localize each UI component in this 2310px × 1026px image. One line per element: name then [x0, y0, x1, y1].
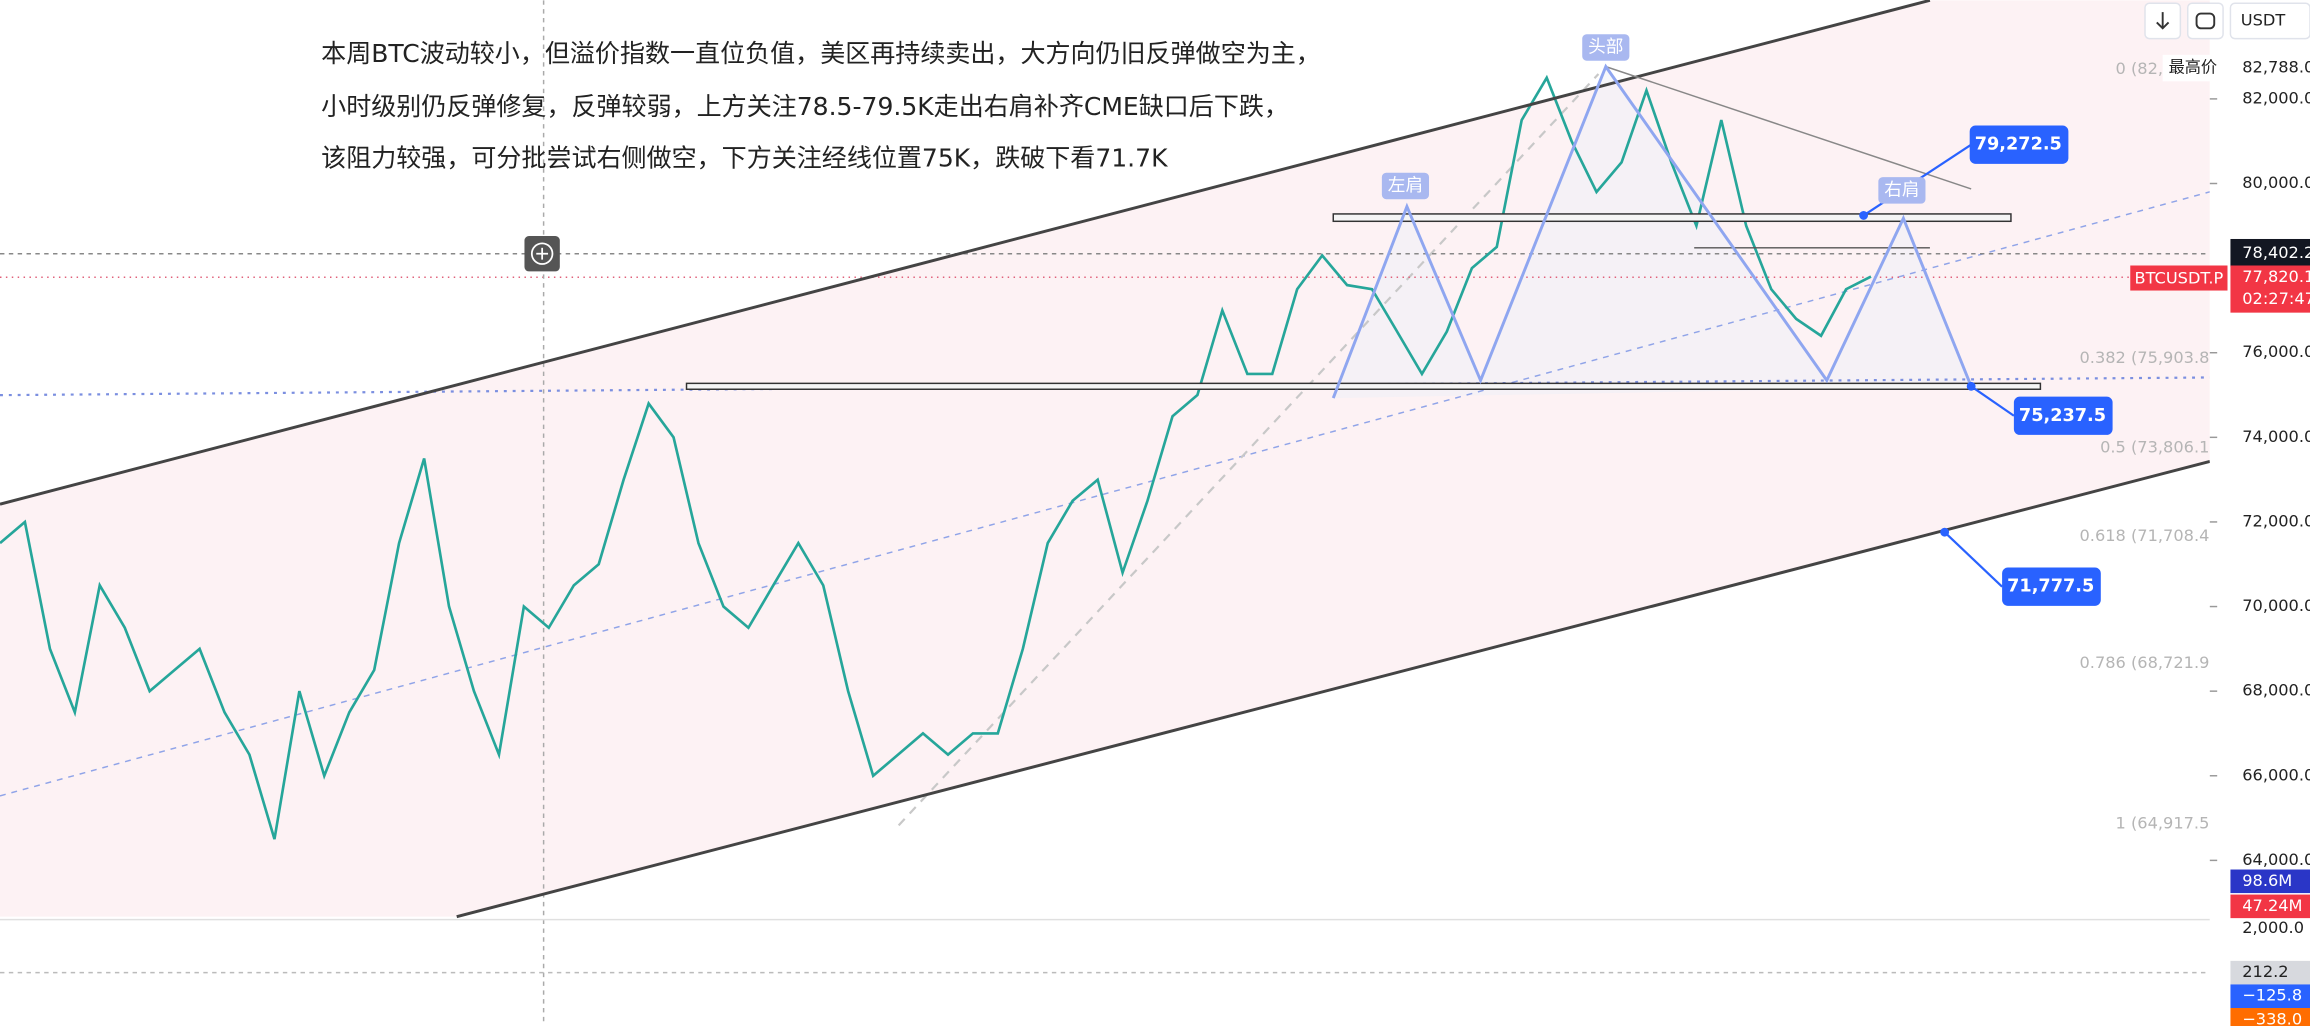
countdown: 02:27:47 [2242, 289, 2310, 308]
pattern-label-box [1381, 172, 1430, 200]
icon [2156, 21, 2170, 30]
channel-lower [456, 460, 2211, 919]
high-value: 82,788.0 [2242, 58, 2310, 77]
symbol-box [2130, 265, 2228, 291]
callout: 75,237.5 [2019, 406, 2106, 426]
channel-shade [0, 0, 2210, 917]
crosshair-icon [530, 242, 554, 265]
pattern-label-box [1582, 34, 1630, 61]
callout: 71,777.5 [2007, 577, 2094, 597]
macd-label-box [2230, 1008, 2310, 1026]
volume-label: 98.6M [2242, 871, 2292, 890]
macd-label: −338.0 [2242, 1009, 2302, 1026]
anchor-dot [1966, 381, 1976, 391]
last-price-box [2230, 265, 2310, 313]
y-tick-label: 72,000.0 [2242, 511, 2310, 530]
y-tick-label: 74,000.0 [2242, 427, 2310, 446]
symbol: BTCUSDT.P [2134, 268, 2223, 287]
currency: USDT [2241, 10, 2286, 29]
fib-label: 0.618 (71,708.4) [2080, 526, 2216, 545]
price-line [0, 74, 1872, 840]
trend-line [1605, 65, 1972, 190]
fib-label: 0.5 (73,806.1) [2100, 438, 2216, 457]
volume-axis-label: 2,000.0 [2242, 918, 2304, 937]
trend-dashed [0, 191, 2211, 797]
callout-connector [1943, 531, 2003, 588]
volume-label-box [2230, 869, 2310, 894]
support-box [685, 382, 2042, 390]
anchor-dot [1859, 210, 1869, 220]
refresh-button[interactable] [2186, 2, 2224, 40]
macd-label-box [2230, 960, 2310, 985]
head-shoulders [1331, 63, 1973, 399]
fib-label: 0.786 (68,721.9) [2080, 653, 2216, 672]
channel-upper [0, 0, 1931, 506]
annotation-line: 本周BTC波动较小，但溢价指数一直位负值，美区再持续卖出，大方向仍旧反弹做空为主… [321, 39, 1321, 68]
y-tick-label: 76,000.0 [2242, 342, 2310, 361]
macd-label-box [2230, 984, 2310, 1008]
callout: 79,272.5 [1975, 135, 2062, 155]
price-axis [2209, 0, 2310, 1026]
pattern-label: 右肩 [1884, 179, 1919, 200]
pattern-shade [1333, 66, 1972, 399]
callout-box [1969, 125, 2069, 164]
crosshair-price-box [2230, 238, 2310, 267]
y-tick-label: 64,000.0 [2242, 850, 2310, 869]
currency-button[interactable] [2229, 2, 2310, 40]
callout-box [2013, 396, 2113, 435]
high-label-box [2162, 54, 2310, 82]
crosshair-price: 78,402.2 [2242, 243, 2310, 262]
y-tick-label: 82,000.0 [2242, 88, 2310, 107]
annotation-line: 该阻力较强，可分批尝试右侧做空，下方关注经线位置75K，跌破下看71.7K [321, 143, 1168, 172]
y-tick-label: 66,000.0 [2242, 765, 2310, 784]
y-tick-label: 80,000.0 [2242, 173, 2310, 192]
icon [2195, 12, 2216, 30]
callout-box [2002, 567, 2101, 606]
y-tick-label: 70,000.0 [2242, 596, 2310, 615]
macd-label: 212.2 [2242, 962, 2288, 981]
resistance-box [1332, 213, 2012, 223]
last-price: 77,820.1 [2242, 267, 2310, 286]
fib-label: 0.382 (75,903.8) [2080, 348, 2216, 367]
anchor-dot [1940, 527, 1950, 537]
plot [0, 74, 1872, 840]
volume-label: 47.24M [2242, 896, 2302, 915]
annotation-line: 小时级别仍反弹修复，反弹较弱，上方关注78.5-79.5K走出右肩补齐CME缺口… [321, 92, 1289, 121]
fib-label: 1 (64,917.5) [2116, 813, 2216, 832]
pattern-label: 左肩 [1388, 175, 1423, 196]
callout-connector [1970, 385, 2015, 417]
pattern-label: 头部 [1588, 36, 1623, 57]
volume-label-box [2230, 894, 2310, 919]
macd-label: −125.8 [2242, 986, 2302, 1005]
high-label: 最高价 [2169, 58, 2218, 77]
y-tick-label: 68,000.0 [2242, 681, 2310, 700]
pattern-label-box [1878, 177, 1926, 204]
